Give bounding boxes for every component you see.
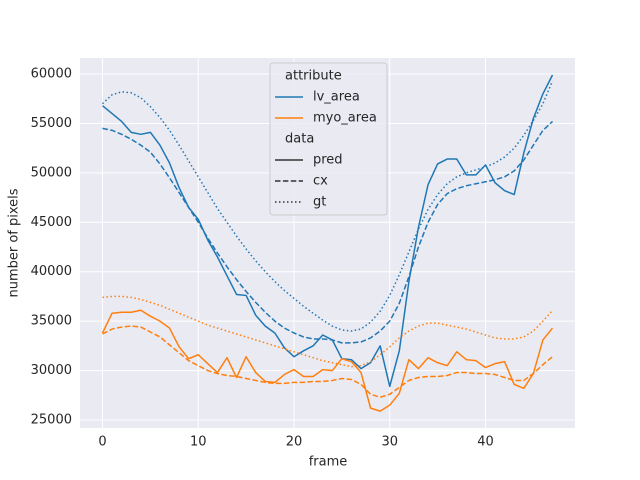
y-axis-label: number of pixels: [7, 188, 22, 297]
series-line: [102, 295, 554, 368]
y-tick-label: 30000: [31, 363, 72, 378]
x-tick-label: 30: [381, 435, 398, 450]
legend-title: data: [285, 132, 314, 147]
y-tick-label: 25000: [31, 412, 72, 427]
series-line: [102, 325, 553, 399]
x-axis-label: frame: [309, 455, 348, 470]
series-line: [102, 74, 554, 388]
series-line: [102, 120, 554, 344]
y-tick-label: 50000: [31, 165, 72, 180]
legend-title: attribute: [285, 69, 342, 84]
y-tick-label: 45000: [31, 215, 72, 230]
legend-label: cx: [313, 174, 328, 189]
series-line: [101, 309, 554, 412]
x-tick-label: 20: [286, 435, 303, 450]
legend-box: [269, 62, 388, 216]
y-tick-label: 60000: [31, 67, 72, 82]
legend-label: pred: [313, 153, 343, 168]
legend-label: myo_area: [313, 111, 377, 126]
legend-label: gt: [313, 195, 326, 210]
x-tick-label: 10: [190, 435, 207, 450]
x-tick-label: 0: [98, 435, 106, 450]
legend-label: lv_area: [313, 90, 360, 105]
y-tick-label: 35000: [31, 314, 72, 329]
y-tick-label: 40000: [31, 264, 72, 279]
y-tick-label: 55000: [31, 116, 72, 131]
x-tick-label: 40: [477, 435, 494, 450]
